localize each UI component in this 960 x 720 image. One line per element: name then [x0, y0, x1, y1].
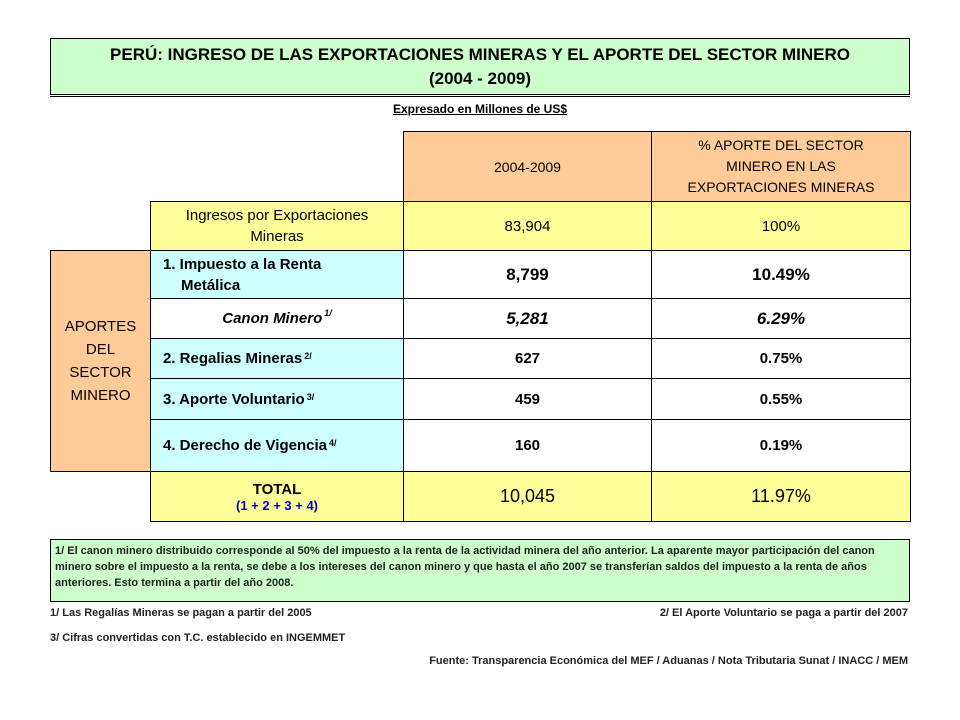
row-derecho-note: 4/: [328, 438, 337, 448]
canon-note-box: 1/ El canon minero distribuido correspon…: [50, 539, 910, 602]
row-regalias-note: 2/: [304, 351, 312, 361]
row-canon-text: Canon Minero: [222, 310, 323, 327]
row-aporte-text: 3. Aporte Voluntario: [163, 390, 305, 408]
source-line: Fuente: Transparencia Económica del MEF …: [429, 655, 908, 667]
total-value: 10,045: [403, 471, 652, 522]
group-label: APORTES DEL SECTOR MINERO: [50, 250, 151, 472]
row-derecho-label: 4. Derecho de Vigencia 4/: [150, 419, 404, 472]
total-label-cell: TOTAL (1 + 2 + 3 + 4): [150, 471, 404, 522]
row-regalias-pct: 0.75%: [651, 338, 911, 379]
title-box: PERÚ: INGRESO DE LAS EXPORTACIONES MINER…: [50, 38, 910, 95]
row-regalias-text: 2. Regalias Mineras: [163, 350, 303, 367]
total-formula: (1 + 2 + 3 + 4): [235, 497, 319, 513]
total-pct: 11.97%: [651, 471, 911, 522]
subtitle: Expresado en Millones de US$: [392, 102, 568, 116]
row-canon-note: 1/: [324, 308, 332, 318]
row-regalias-label: 2. Regalias Mineras 2/: [150, 338, 404, 379]
row-impuesto-line1: 1. Impuesto a la Renta: [163, 255, 322, 273]
row-canon-pct: 6.29%: [651, 298, 911, 339]
row-impuesto-value: 8,799: [403, 250, 652, 299]
empty-header-cell: [51, 132, 404, 202]
title-line1: PERÚ: INGRESO DE LAS EXPORTACIONES MINER…: [110, 45, 850, 64]
row-impuesto-line2: Metálica: [181, 276, 241, 294]
income-label: Ingresos por Exportaciones Mineras: [150, 201, 404, 251]
row-canon-label: Canon Minero 1/: [150, 298, 404, 339]
row-impuesto-label: 1. Impuesto a la Renta Metálica: [150, 250, 404, 299]
mining-table: 2004-2009 % APORTE DEL SECTOR MINERO EN …: [50, 131, 911, 522]
row-aporte-note: 3/: [306, 391, 315, 402]
income-value: 83,904: [403, 201, 652, 251]
header-period: 2004-2009: [403, 131, 652, 202]
footnote-regalias: 1/ Las Regalías Mineras se pagan a parti…: [50, 607, 312, 619]
empty-total-cell: [51, 472, 151, 522]
total-label: TOTAL: [252, 480, 302, 498]
title-line2: (2004 - 2009): [428, 69, 532, 88]
footnote-cifras: 3/ Cifras convertidas con T.C. estableci…: [50, 632, 346, 644]
row-impuesto-pct: 10.49%: [651, 250, 911, 299]
empty-income-cell: [51, 202, 151, 251]
header-pct: % APORTE DEL SECTOR MINERO EN LAS EXPORT…: [651, 131, 911, 202]
title-underline: [50, 96, 910, 97]
footnote-aporte: 2/ El Aporte Voluntario se paga a partir…: [659, 607, 908, 619]
row-aporte-pct: 0.55%: [651, 378, 911, 420]
row-aporte-value: 459: [403, 378, 652, 420]
income-pct: 100%: [651, 201, 911, 251]
row-aporte-label: 3. Aporte Voluntario 3/: [150, 378, 404, 420]
row-regalias-value: 627: [403, 338, 652, 379]
row-derecho-text: 4. Derecho de Vigencia: [163, 437, 327, 454]
row-derecho-value: 160: [403, 419, 652, 472]
row-derecho-pct: 0.19%: [651, 419, 911, 472]
row-canon-value: 5,281: [403, 298, 652, 339]
